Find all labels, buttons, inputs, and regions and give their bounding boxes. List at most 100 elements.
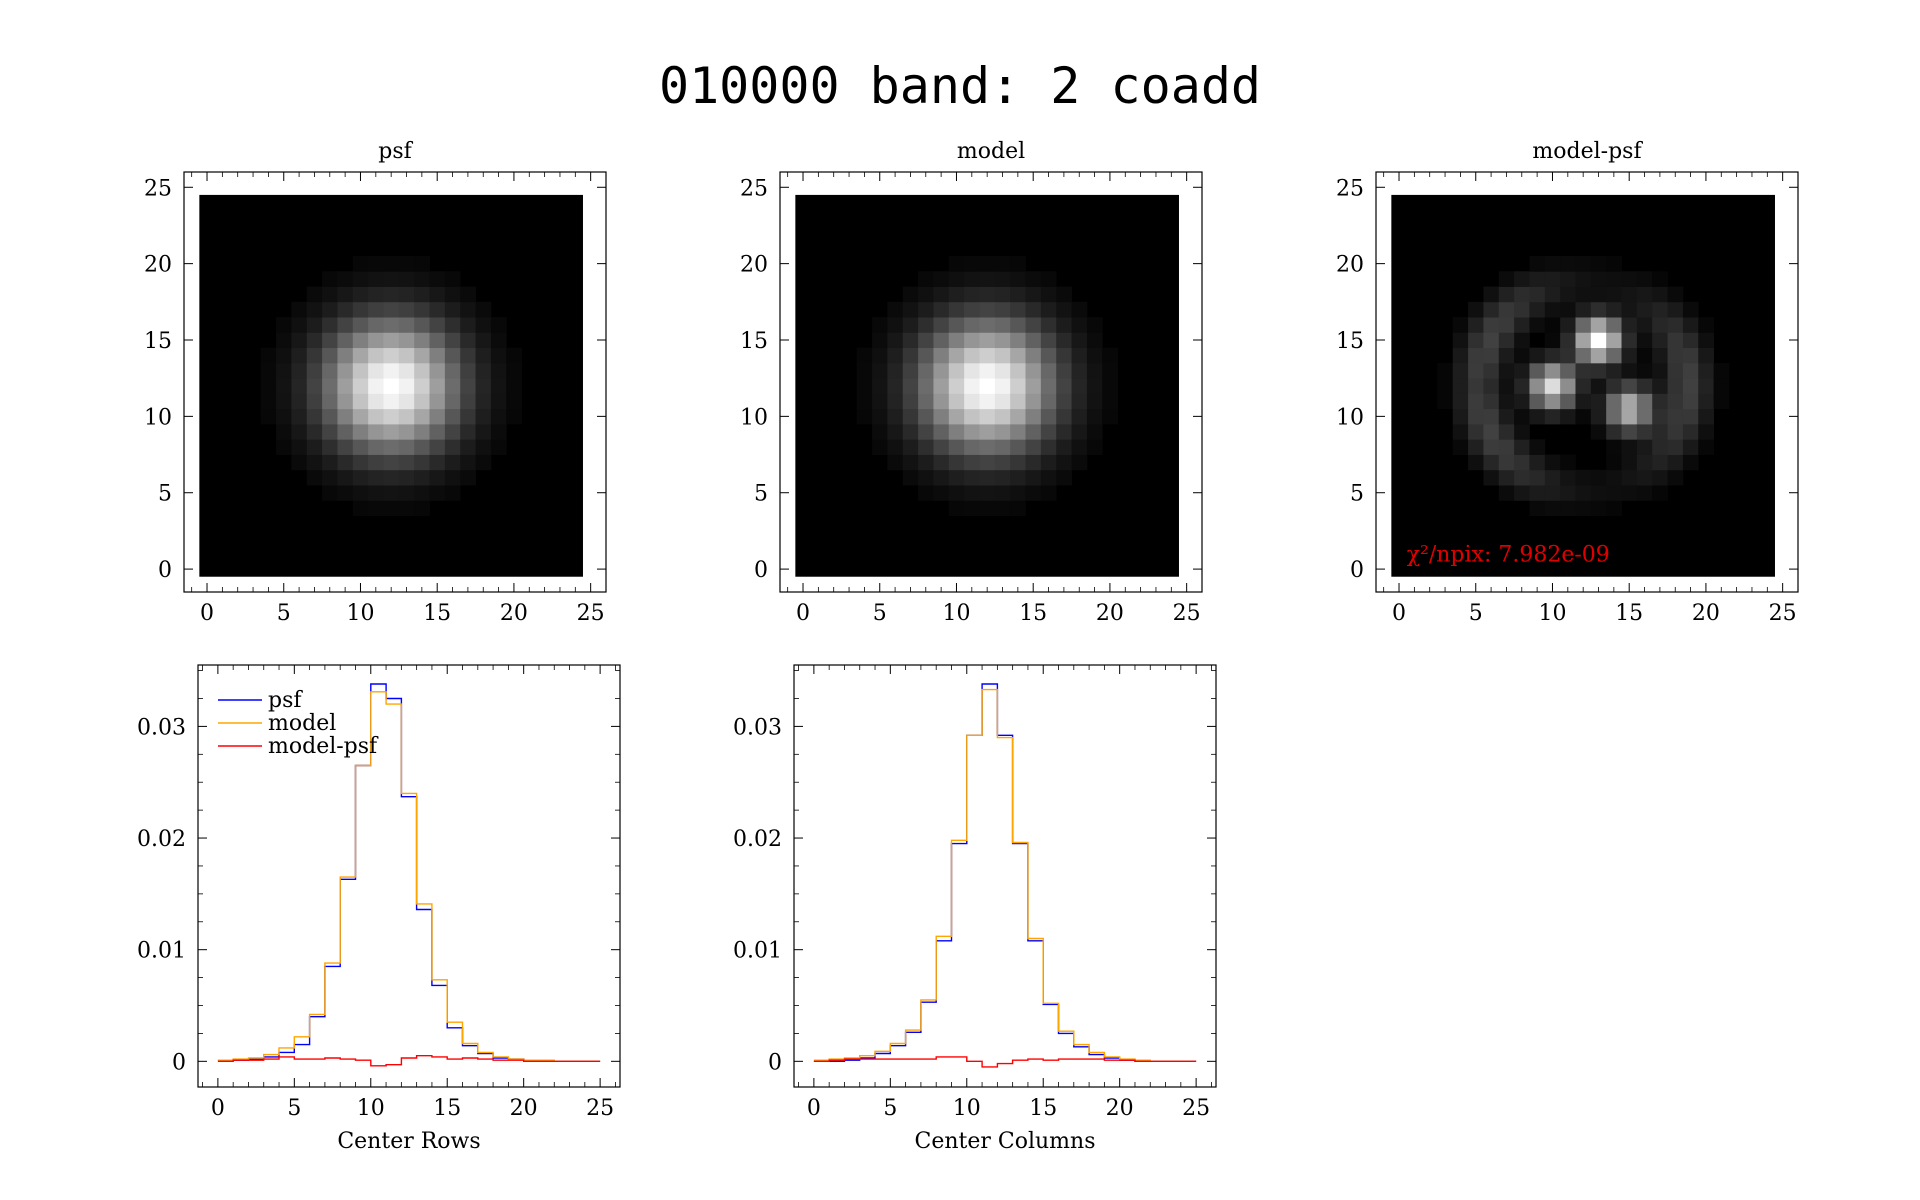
image-pixel xyxy=(306,317,323,333)
image-pixel xyxy=(322,485,338,501)
image-pixel xyxy=(1010,408,1026,425)
image-pixel xyxy=(368,469,384,486)
figure-title: 010000 band: 2 coadd xyxy=(659,57,1261,115)
image-pixel xyxy=(383,485,400,501)
image-pixel xyxy=(1636,469,1653,486)
image-pixel xyxy=(1606,332,1622,349)
image-pixel xyxy=(918,317,934,333)
image-pixels xyxy=(1391,194,1775,577)
image-pixel xyxy=(1621,332,1638,349)
image-pixel xyxy=(994,500,1011,517)
image-pixel xyxy=(1544,454,1561,471)
image-pixel xyxy=(918,393,934,410)
image-pixel xyxy=(918,469,934,486)
image-pixel xyxy=(337,424,354,440)
image-pixel xyxy=(948,332,965,349)
image-pixel xyxy=(398,393,415,410)
image-pixel xyxy=(994,317,1011,333)
image-pixel xyxy=(1606,408,1622,425)
image-pixel xyxy=(994,271,1011,287)
image-pixel xyxy=(1667,408,1684,425)
image-pixel xyxy=(948,408,965,425)
image-pixel xyxy=(414,485,430,501)
image-pixel xyxy=(337,301,354,318)
image-pixel xyxy=(1682,454,1699,471)
image-pixel xyxy=(1606,424,1622,440)
image-pixel xyxy=(1010,393,1026,410)
chi-squared-annotation: χ²/npix: 7.982e-09 xyxy=(1407,542,1610,567)
image-pixel xyxy=(948,393,965,410)
image-pixel xyxy=(260,362,277,379)
x-tick-label: 25 xyxy=(1182,1096,1210,1121)
image-pixel xyxy=(1086,408,1103,425)
center-rows-profile-panel: Center Rows 0 5 10 15 20 2500.010.020.03psfmo… xyxy=(137,664,621,1154)
image-pixel xyxy=(1056,332,1072,349)
image-pixel xyxy=(994,378,1011,394)
image-pixel xyxy=(260,347,277,364)
image-pixel xyxy=(306,469,323,486)
image-pixel xyxy=(1498,362,1515,379)
psf-image-panel: psf 0 5 10 15 20 25 0 5 10 15 20 25 xyxy=(144,139,607,626)
image-pixel xyxy=(1483,393,1500,410)
image-pixel xyxy=(1698,362,1714,379)
image-pixel xyxy=(276,362,292,379)
image-pixel xyxy=(1483,424,1500,440)
image-pixel xyxy=(1514,408,1530,425)
image-pixel xyxy=(872,347,888,364)
image-pixel xyxy=(475,347,492,364)
image-pixel xyxy=(291,347,308,364)
image-pixel xyxy=(933,408,950,425)
image-pixel xyxy=(444,485,461,501)
image-pixel xyxy=(337,393,354,410)
image-pixel xyxy=(460,408,476,425)
image-pixel xyxy=(902,393,919,410)
image-pixel xyxy=(1056,393,1072,410)
image-pixel xyxy=(368,439,384,455)
image-pixel xyxy=(444,408,461,425)
image-pixel xyxy=(1606,469,1622,486)
image-pixel xyxy=(1010,271,1026,287)
image-pixel xyxy=(444,317,461,333)
image-pixel xyxy=(322,439,338,455)
image-pixel xyxy=(1010,286,1026,303)
x-tick-label: 10 xyxy=(346,601,374,626)
image-pixel xyxy=(1621,408,1638,425)
image-pixel xyxy=(887,317,904,333)
image-pixel xyxy=(902,347,919,364)
image-pixel xyxy=(1010,317,1026,333)
x-tick-label: 20 xyxy=(510,1096,538,1121)
image-pixel xyxy=(322,378,338,394)
image-pixel xyxy=(322,301,338,318)
image-pixel xyxy=(475,301,492,318)
image-pixel xyxy=(1667,286,1684,303)
image-pixel xyxy=(291,408,308,425)
image-pixel xyxy=(994,408,1011,425)
image-pixel xyxy=(429,317,446,333)
image-pixel xyxy=(1590,286,1607,303)
image-pixel xyxy=(1086,317,1103,333)
image-pixel xyxy=(337,469,354,486)
image-pixel xyxy=(1667,317,1684,333)
image-pixel xyxy=(368,317,384,333)
image-pixel xyxy=(933,271,950,287)
x-tick-label: 5 xyxy=(1469,601,1483,626)
image-pixel xyxy=(1590,408,1607,425)
image-pixel xyxy=(1636,378,1653,394)
y-tick-label: 0 xyxy=(158,558,172,583)
residual-image-panel: model-psf 0 5 10 15 20 25 0 5 10 15 20 25 χ²/npix: 7… xyxy=(1336,139,1799,626)
x-tick-label: 10 xyxy=(953,1096,981,1121)
image-pixel xyxy=(306,424,323,440)
image-pixel xyxy=(1560,362,1576,379)
image-pixel xyxy=(1529,378,1546,394)
image-pixel xyxy=(291,424,308,440)
image-pixel xyxy=(398,424,415,440)
image-pixel xyxy=(1636,408,1653,425)
image-pixel xyxy=(948,485,965,501)
image-pixel xyxy=(948,424,965,440)
image-pixel xyxy=(1667,301,1684,318)
image-pixel xyxy=(306,332,323,349)
image-pixel xyxy=(460,317,476,333)
x-tick-label: 5 xyxy=(287,1096,301,1121)
image-pixel xyxy=(1483,362,1500,379)
